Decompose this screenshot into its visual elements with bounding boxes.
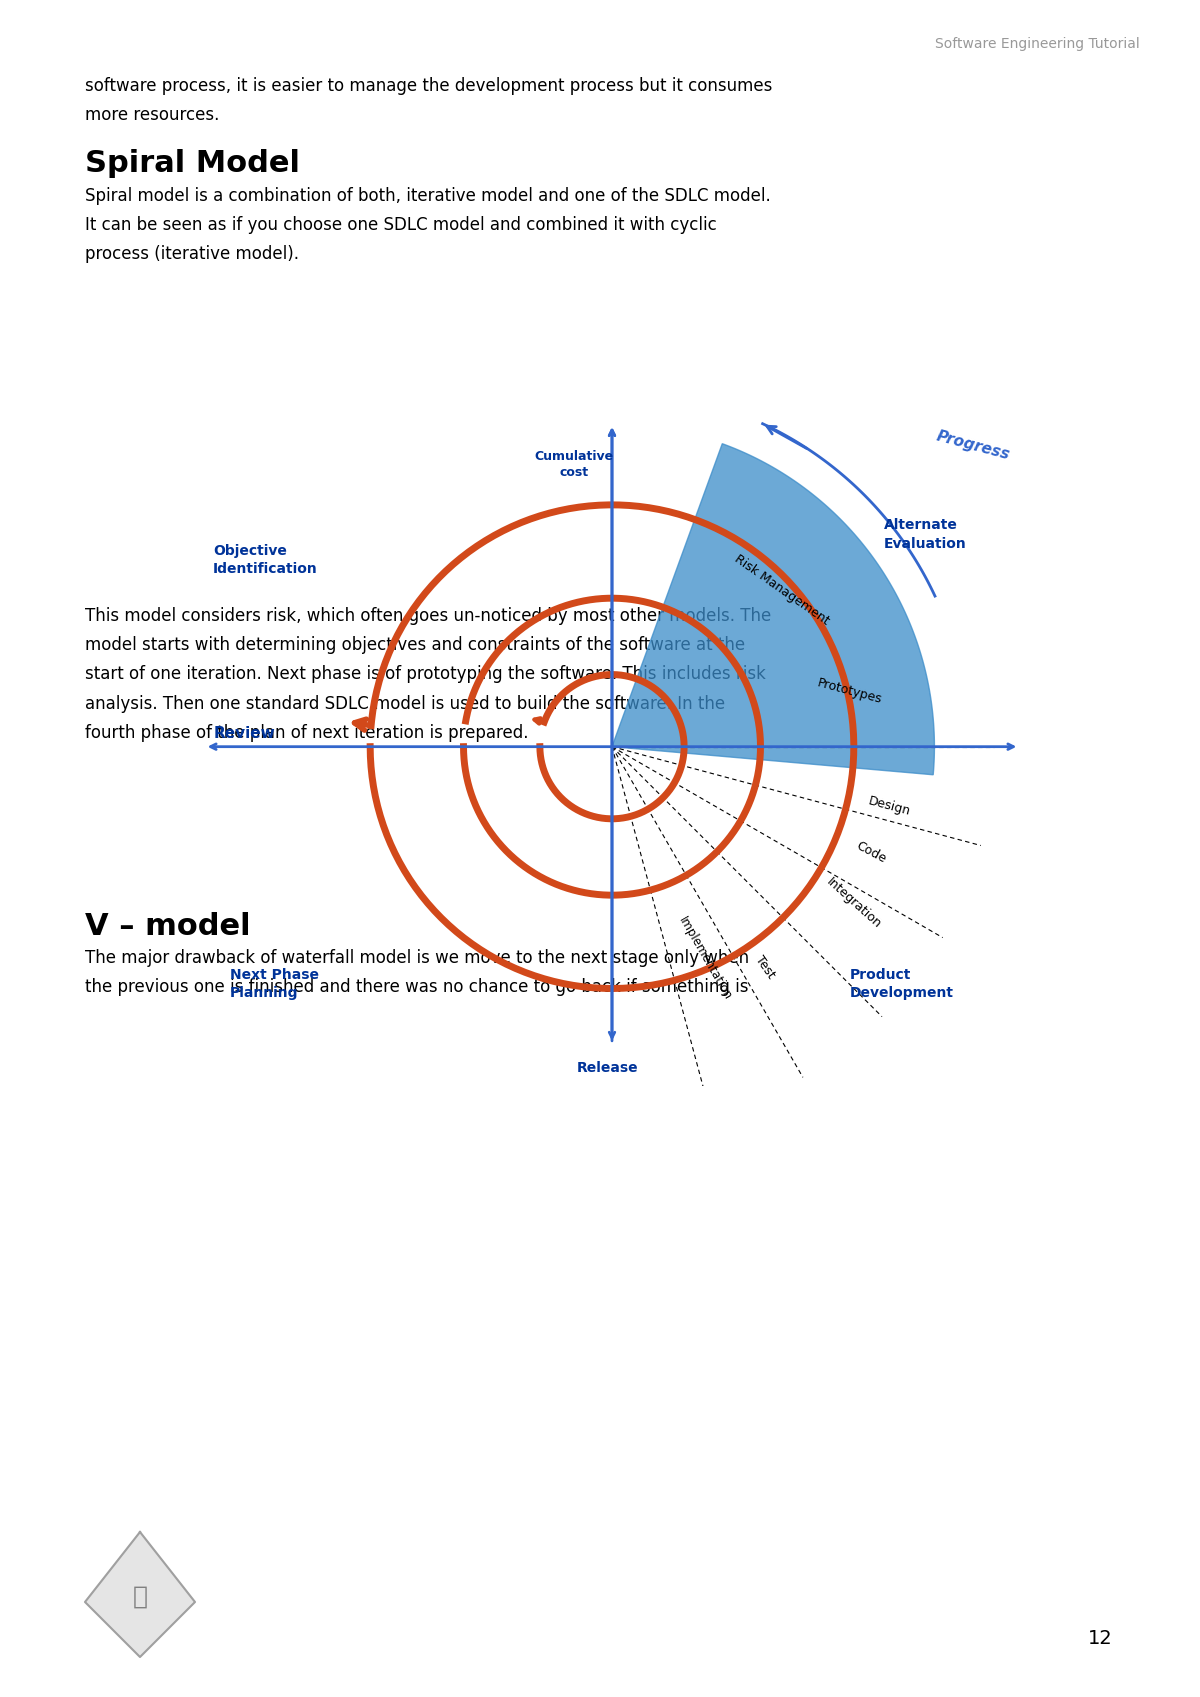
Text: V – model: V – model	[85, 911, 251, 942]
Text: Design: Design	[866, 794, 912, 818]
Text: Cumulative
cost: Cumulative cost	[534, 450, 613, 479]
Text: Review: Review	[214, 726, 275, 742]
Text: Spiral Model: Spiral Model	[85, 149, 300, 178]
Text: Code: Code	[854, 840, 888, 865]
Text: Release: Release	[577, 1061, 638, 1074]
Text: software process, it is easier to manage the development process but it consumes: software process, it is easier to manage…	[85, 76, 773, 124]
Text: Implementation: Implementation	[677, 915, 734, 1003]
Text: This model considers risk, which often goes un-noticed by most other models. The: This model considers risk, which often g…	[85, 608, 772, 742]
Text: 📖: 📖	[132, 1585, 148, 1609]
Text: Objective
Identification: Objective Identification	[214, 543, 318, 577]
Text: Test: Test	[752, 954, 778, 981]
Text: 12: 12	[1087, 1629, 1112, 1648]
Text: Integration: Integration	[824, 876, 884, 932]
Text: Software Engineering Tutorial: Software Engineering Tutorial	[935, 37, 1140, 51]
Text: Product
Development: Product Development	[850, 967, 954, 1001]
Text: The major drawback of waterfall model is we move to the next stage only when
the: The major drawback of waterfall model is…	[85, 949, 749, 996]
Text: Spiral model is a combination of both, iterative model and one of the SDLC model: Spiral model is a combination of both, i…	[85, 187, 770, 263]
Text: Progress: Progress	[935, 428, 1012, 462]
Polygon shape	[612, 443, 935, 776]
Text: Alternate
Evaluation: Alternate Evaluation	[883, 518, 966, 552]
Polygon shape	[85, 1532, 194, 1656]
Text: Risk Management: Risk Management	[732, 552, 832, 628]
Text: Next Phase
Planning: Next Phase Planning	[230, 967, 319, 1001]
Text: Prototypes: Prototypes	[816, 677, 883, 706]
